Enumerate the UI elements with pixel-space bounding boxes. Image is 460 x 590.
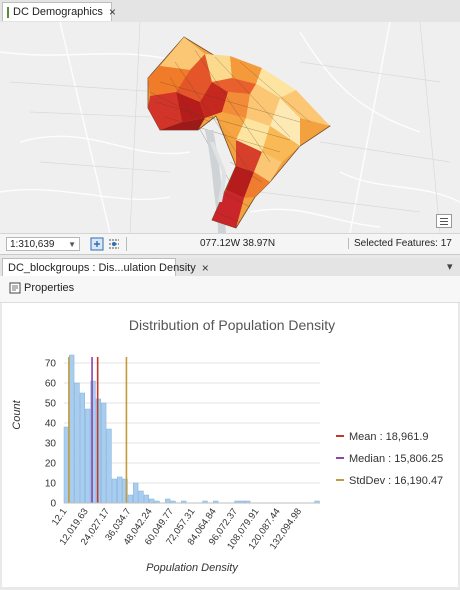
selected-features-count[interactable]: Selected Features: 17 — [348, 238, 452, 249]
histogram-bar — [117, 476, 123, 504]
close-icon[interactable]: × — [201, 260, 209, 275]
y-tick-label: 50 — [45, 399, 57, 410]
y-tick-label: 70 — [45, 359, 57, 370]
chevron-down-icon: ▼ — [68, 240, 76, 249]
dc-blockgroups-layer — [147, 36, 331, 229]
y-axis-label: Count — [11, 399, 23, 429]
y-tick-label: 60 — [45, 379, 57, 390]
histogram-bar — [133, 482, 139, 504]
y-tick-label: 40 — [45, 419, 57, 430]
x-axis-label: Population Density — [146, 562, 239, 574]
map-drawing — [0, 22, 460, 233]
map-tab-title: DC Demographics — [13, 6, 103, 18]
histogram-bar — [85, 408, 91, 504]
y-tick-label: 30 — [45, 439, 57, 450]
y-tick-label: 0 — [50, 499, 56, 510]
properties-icon — [9, 282, 21, 294]
map-view-tab[interactable]: DC Demographics × — [2, 2, 116, 21]
close-icon[interactable]: × — [108, 5, 116, 19]
histogram-bar — [165, 498, 171, 504]
x-tick-label: 12.1 — [50, 506, 70, 527]
map-icon — [7, 6, 9, 18]
snapping-icon[interactable] — [107, 237, 121, 251]
histogram-bar — [149, 498, 155, 504]
chevron-down-icon[interactable]: ▾ — [447, 261, 453, 273]
legend-label-stddev: StdDev : 16,190.47 — [349, 475, 443, 487]
histogram-bar — [74, 382, 80, 504]
scale-selector[interactable]: 1:310,639 ▼ — [6, 237, 80, 251]
scale-value: 1:310,639 — [10, 239, 55, 250]
coordinate-readout: 077.12W 38.97N — [200, 238, 276, 249]
histogram-bar — [111, 478, 117, 504]
histogram-bar — [79, 392, 85, 504]
legend-label-mean: Mean : 18,961.9 — [349, 431, 429, 443]
histogram-bar — [138, 490, 144, 504]
chart-tab-title: DC_blockgroups : Dis...ulation Density — [8, 261, 196, 274]
map-widget-icon[interactable] — [436, 214, 452, 228]
fixed-scale-icon[interactable] — [90, 237, 104, 251]
histogram-bar — [106, 428, 112, 504]
properties-label: Properties — [24, 282, 75, 294]
histogram-chart[interactable]: Distribution of Population Density Count… — [2, 303, 458, 587]
histogram-bar — [63, 426, 69, 504]
map-status-bar: 1:310,639 ▼ 077.12W 38.97N Selected Feat… — [0, 233, 460, 255]
y-tick-label: 20 — [45, 459, 57, 470]
histogram-bar — [127, 494, 133, 504]
histogram-bar — [101, 402, 107, 504]
map-canvas[interactable] — [0, 22, 460, 233]
chart-title: Distribution of Population Density — [129, 317, 335, 333]
histogram-bar — [69, 354, 75, 504]
chart-toolbar: Properties — [0, 276, 460, 303]
properties-button[interactable]: Properties — [9, 282, 74, 294]
histogram-bar — [143, 494, 149, 504]
chart-panel: Distribution of Population Density Count… — [2, 303, 458, 587]
legend-label-median: Median : 15,806.25 — [349, 453, 443, 465]
status-divider — [126, 237, 127, 251]
y-tick-label: 10 — [45, 479, 57, 490]
chart-view-tab[interactable]: DC_blockgroups : Dis...ulation Density × — [2, 258, 209, 276]
